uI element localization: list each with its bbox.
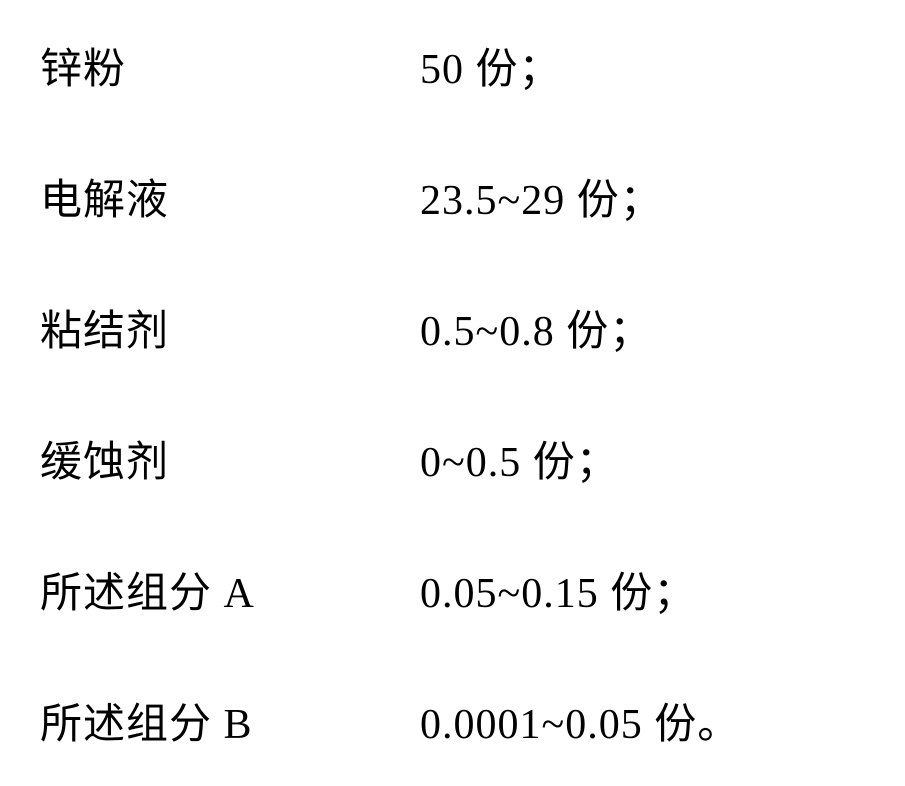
ingredient-label: 缓蚀剂 <box>40 428 420 489</box>
ingredient-label: 所述组分 B <box>40 690 420 751</box>
ingredient-label: 粘结剂 <box>40 297 420 358</box>
ingredient-value: 0.5~0.8 份； <box>420 297 652 358</box>
ingredient-value: 0.05~0.15 份； <box>420 559 696 620</box>
ingredient-value: 23.5~29 份； <box>420 166 663 227</box>
table-row: 所述组分 B 0.0001~0.05 份。 <box>40 690 865 751</box>
ingredient-label: 锌粉 <box>40 35 420 96</box>
ingredient-value: 0~0.5 份； <box>420 428 619 489</box>
table-row: 锌粉 50 份； <box>40 35 865 96</box>
table-row: 粘结剂 0.5~0.8 份； <box>40 297 865 358</box>
composition-table: 锌粉 50 份； 电解液 23.5~29 份； 粘结剂 0.5~0.8 份； 缓… <box>0 0 905 786</box>
table-row: 所述组分 A 0.05~0.15 份； <box>40 559 865 620</box>
table-row: 缓蚀剂 0~0.5 份； <box>40 428 865 489</box>
ingredient-value: 0.0001~0.05 份。 <box>420 690 740 751</box>
ingredient-label: 电解液 <box>40 166 420 227</box>
table-row: 电解液 23.5~29 份； <box>40 166 865 227</box>
ingredient-label: 所述组分 A <box>40 559 420 620</box>
ingredient-value: 50 份； <box>420 35 562 96</box>
